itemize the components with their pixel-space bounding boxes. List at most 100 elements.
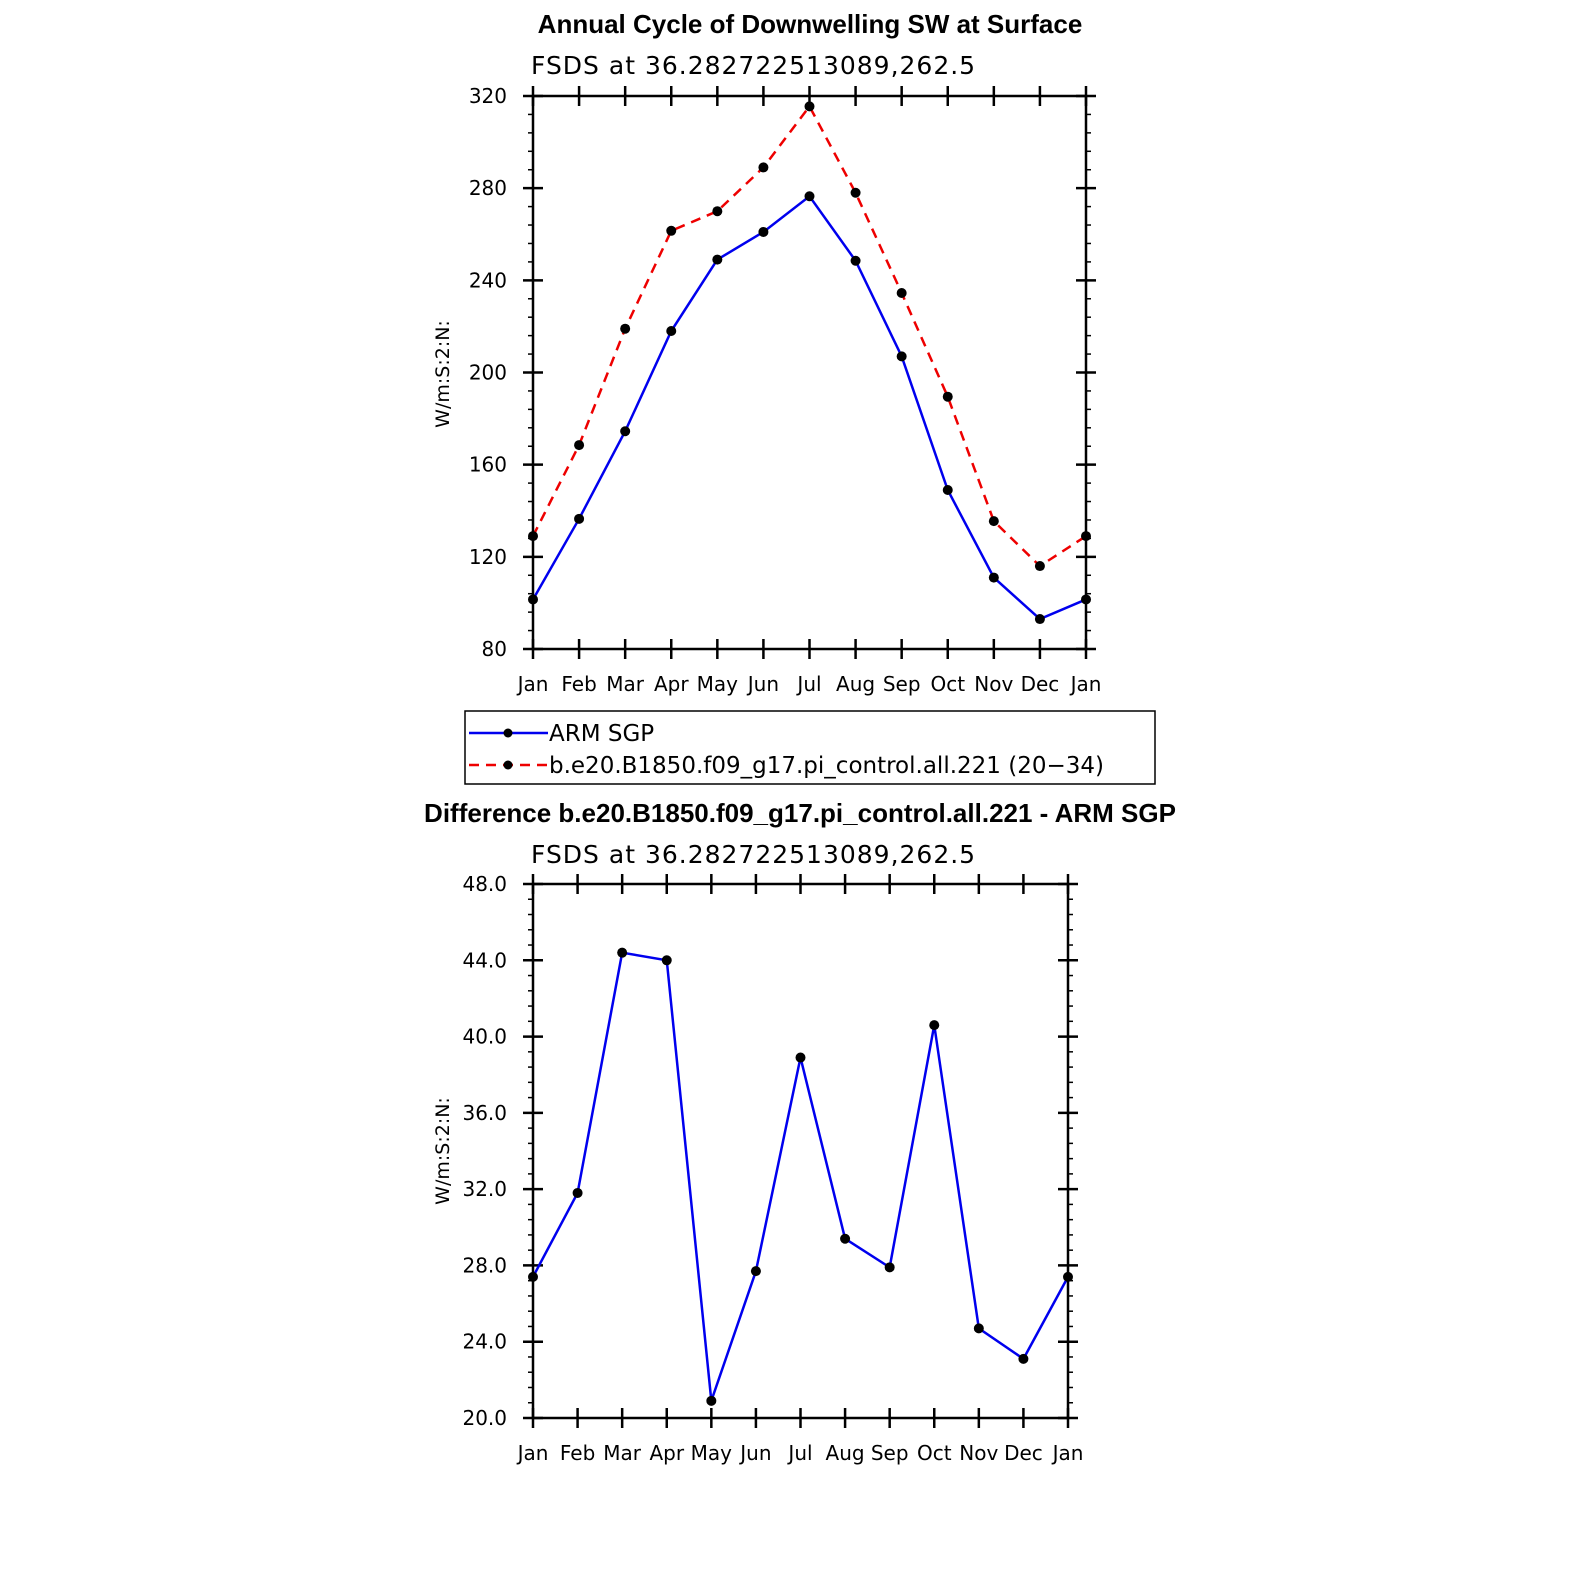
chart1-axes: Jan Feb Mar Apr May Jun Jul Aug Sep Oct Nov Dec Jan 8… <box>469 84 1102 696</box>
data-point <box>884 1262 895 1273</box>
y-tick-label: 28.0 <box>462 1253 507 1277</box>
y-tick-label: 48.0 <box>462 872 507 896</box>
x-tick-label: Jun <box>738 1441 771 1465</box>
x-tick-label: Jan <box>1051 1441 1084 1465</box>
chart1-series <box>528 101 1091 625</box>
y-tick-label: 32.0 <box>462 1177 507 1201</box>
data-point <box>942 485 953 496</box>
data-point <box>1018 1353 1029 1364</box>
data-point <box>973 1323 984 1334</box>
y-tick-label: 120 <box>469 545 507 569</box>
y-tick-label: 24.0 <box>462 1330 507 1354</box>
x-tick-label: Mar <box>603 1441 642 1465</box>
x-tick-label: Mar <box>606 672 645 696</box>
data-point <box>758 162 769 173</box>
data-point <box>661 955 672 966</box>
x-tick-label: Jul <box>795 672 821 696</box>
x-tick-label: Nov <box>974 672 1013 696</box>
data-point <box>804 191 815 202</box>
legend-label-arm-sgp: ARM SGP <box>549 721 654 747</box>
x-tick-label: Jun <box>746 672 779 696</box>
plot-frame <box>531 94 1088 651</box>
x-tick-label: Sep <box>883 672 921 696</box>
data-point <box>840 1233 851 1244</box>
data-point <box>750 1266 761 1277</box>
chart1-legend: ARM SGP b.e20.B1850.f09_g17.pi_control.a… <box>464 710 1156 785</box>
data-point <box>528 531 538 542</box>
data-point <box>712 206 723 217</box>
data-point <box>896 351 907 362</box>
legend-marker-model <box>503 760 513 770</box>
data-point <box>929 1020 940 1031</box>
data-point <box>528 594 538 605</box>
data-point <box>988 516 999 527</box>
y-tick-label: 240 <box>469 268 507 292</box>
x-tick-label: Jan <box>516 1441 549 1465</box>
x-tick-label: Feb <box>561 672 596 696</box>
data-point <box>942 391 953 402</box>
data-point <box>988 572 999 583</box>
x-tick-label: May <box>697 672 739 696</box>
data-point <box>896 288 907 299</box>
series-line-0 <box>531 194 1087 621</box>
data-point <box>528 1271 538 1282</box>
chart2-title: Difference b.e20.B1850.f09_g17.pi_contro… <box>424 798 1176 828</box>
data-point <box>1081 594 1091 605</box>
x-tick-label: Aug <box>836 672 875 696</box>
series-line-1 <box>531 104 1087 568</box>
data-point <box>712 254 723 265</box>
x-tick-label: Sep <box>871 1441 909 1465</box>
data-point <box>758 226 769 237</box>
x-tick-label: Jul <box>786 1441 812 1465</box>
y-tick-label: 40.0 <box>462 1025 507 1049</box>
data-point <box>850 255 861 266</box>
y-tick-label: 44.0 <box>462 948 507 972</box>
data-point <box>1034 614 1045 625</box>
annual-cycle-chart: Annual Cycle of Downwelling SW at Surfac… <box>432 9 1156 785</box>
x-tick-label: Apr <box>649 1441 684 1465</box>
data-point <box>706 1395 717 1406</box>
x-tick-label: Feb <box>560 1441 595 1465</box>
data-point <box>574 513 585 524</box>
series-line-0 <box>531 951 1070 1402</box>
chart1-title: Annual Cycle of Downwelling SW at Surfac… <box>538 9 1083 39</box>
data-point <box>795 1052 806 1063</box>
data-point <box>617 947 628 958</box>
x-tick-label: Apr <box>654 672 689 696</box>
chart2-subtitle: FSDS at 36.282722513089,262.5 <box>531 840 976 869</box>
x-tick-label: Jan <box>1069 672 1102 696</box>
plot-frame <box>531 882 1070 1420</box>
y-tick-label: 36.0 <box>462 1101 507 1125</box>
x-tick-label: Nov <box>959 1441 998 1465</box>
x-tick-label: Oct <box>917 1441 952 1465</box>
data-point <box>850 187 861 198</box>
x-tick-label: Oct <box>930 672 965 696</box>
y-tick-label: 280 <box>469 176 507 200</box>
y-tick-label: 20.0 <box>462 1406 507 1430</box>
difference-chart: Difference b.e20.B1850.f09_g17.pi_contro… <box>424 798 1176 1465</box>
chart2-ylabel: W/m:S:2:N: <box>432 1097 454 1205</box>
y-tick-label: 320 <box>469 84 507 108</box>
data-point <box>804 101 815 112</box>
data-point <box>620 323 631 334</box>
legend-marker-arm-sgp <box>503 728 513 738</box>
x-tick-label: May <box>691 1441 733 1465</box>
y-tick-label: 200 <box>469 361 507 385</box>
legend-box <box>464 710 1156 785</box>
legend-label-model: b.e20.B1850.f09_g17.pi_control.all.221 (… <box>549 753 1104 779</box>
chart1-ylabel: W/m:S:2:N: <box>432 320 454 428</box>
data-point <box>620 426 631 437</box>
chart1-subtitle: FSDS at 36.282722513089,262.5 <box>531 51 976 80</box>
y-tick-label: 80 <box>482 637 507 661</box>
x-tick-label: Dec <box>1004 1441 1043 1465</box>
data-point <box>666 326 677 337</box>
data-point <box>1081 531 1091 542</box>
chart2-axes: Jan Feb Mar Apr May Jun Jul Aug Sep Oct Nov Dec Jan 2… <box>462 872 1083 1465</box>
x-tick-label: Aug <box>826 1441 865 1465</box>
data-point <box>1034 561 1045 572</box>
data-point <box>1063 1271 1073 1282</box>
data-point <box>574 440 585 451</box>
data-point <box>572 1187 583 1198</box>
x-tick-label: Jan <box>516 672 549 696</box>
chart2-series <box>528 947 1073 1406</box>
